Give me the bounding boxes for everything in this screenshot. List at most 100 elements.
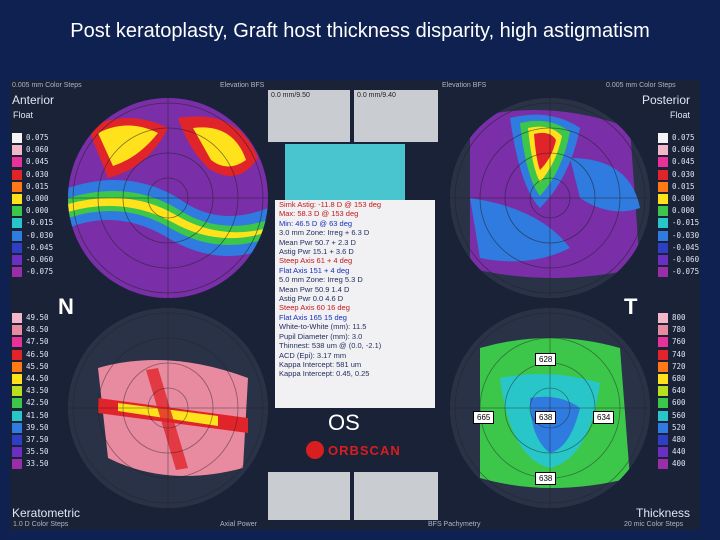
scale-swatch (12, 398, 22, 409)
stats-row: Thinnest: 538 um @ (0.0, -2.1) (279, 341, 382, 351)
scale-swatch (12, 337, 22, 348)
stats-row: Flat Axis 151 + 4 deg (279, 265, 350, 275)
stats-row: 3.0 mm Zone: Irreg + 6.3 D (279, 228, 370, 238)
scale-swatch (12, 254, 22, 265)
scale-row: 780 (658, 324, 700, 336)
cyan-preview (285, 144, 405, 204)
scale-value: 0.045 (26, 157, 49, 167)
scale-value: -0.060 (672, 254, 700, 264)
scale-value: 0.075 (26, 133, 49, 142)
stats-row: Flat Axis 165 15 deg (279, 312, 347, 322)
scale-swatch (658, 313, 668, 323)
scale-value: 440 (672, 447, 686, 457)
thickness-top: 628 (535, 353, 557, 366)
scale-row: -0.045 (658, 242, 700, 254)
axial-power-label: Axial Power (220, 521, 257, 528)
scale-value: 43.50 (26, 386, 49, 396)
scale-row: 48.50 (12, 324, 62, 336)
scale-swatch (12, 373, 22, 384)
scale-swatch (12, 230, 22, 241)
scale-row: 46.50 (12, 349, 62, 361)
scale-value: 680 (672, 373, 686, 383)
scale-value: 720 (672, 361, 686, 371)
bottom-right-box (354, 472, 438, 520)
scale-row: 0.015 (12, 181, 62, 193)
scale-value: -0.030 (26, 230, 54, 240)
scale-row: 680 (658, 373, 700, 385)
scale-value: 35.50 (26, 447, 49, 457)
scale-value: 48.50 (26, 325, 49, 335)
posterior-elevation-map (450, 98, 650, 298)
scale-value: 41.50 (26, 410, 49, 420)
orbscan-mark-icon (306, 441, 324, 459)
scale-row: -0.075 (658, 266, 700, 278)
scale-row: 0.030 (12, 169, 62, 181)
scale-row: 740 (658, 349, 700, 361)
scale-row: 640 (658, 385, 700, 397)
scale-value: -0.060 (26, 254, 54, 264)
scale-row: 45.50 (12, 361, 62, 373)
scale-value: 49.50 (26, 313, 49, 322)
left-header-value: 0.0 mm/9.50 (271, 92, 310, 99)
scale-swatch (658, 361, 668, 372)
scale-swatch (12, 313, 22, 323)
scale-swatch (658, 133, 668, 143)
scale-swatch (658, 242, 668, 253)
keratometric-label: Keratometric (12, 506, 81, 520)
scale-row: 44.50 (12, 373, 62, 385)
stats-row: Min: 46.5 D @ 63 deg (279, 218, 353, 228)
scale-row: -0.015 (658, 217, 700, 229)
scale-value: -0.075 (26, 267, 54, 277)
scale-value: 0.000 (672, 206, 695, 216)
scale-value: -0.075 (672, 267, 700, 277)
scale-row: 0.000 (12, 193, 62, 205)
scale-swatch (12, 434, 22, 445)
thickness-bottom: 638 (535, 472, 557, 485)
scale-value: 400 (672, 459, 686, 469)
scale-swatch (12, 193, 22, 204)
stats-row: Max: 58.3 D @ 153 deg (279, 209, 359, 219)
scale-row: 0.060 (12, 144, 62, 156)
scale-value: 640 (672, 386, 686, 396)
thickness-caption: 20 mic Color Steps (624, 521, 684, 528)
bottom-left-box (268, 472, 350, 520)
posterior-float: Float (670, 110, 691, 120)
stats-row: Pupil Diameter (mm): 3.0 (279, 331, 363, 341)
anterior-float: Float (13, 110, 34, 120)
scale-swatch (658, 349, 668, 360)
stats-row: White-to-White (mm): 11.5 (279, 322, 367, 332)
scale-row: 43.50 (12, 385, 62, 397)
scale-swatch (658, 373, 668, 384)
eye-label: OS (328, 410, 360, 435)
anterior-color-scale: 0.075 0.060 0.045 0.030 0.015 0.000 0.000 -0.01… (12, 132, 62, 278)
left-header-box: 0.0 mm/9.50 (268, 90, 350, 142)
stats-row: Simk Astig: -11.8 D @ 153 deg (279, 200, 382, 209)
scale-swatch (658, 218, 668, 229)
posterior-color-scale: 0.075 0.060 0.045 0.030 0.015 0.000 0.000 -0.01… (658, 132, 700, 278)
thickness-center: 638 (535, 411, 557, 424)
slide-title: Post keratoplasty, Graft host thickness … (70, 20, 650, 42)
scale-value: 0.000 (26, 206, 49, 216)
scale-swatch (12, 145, 22, 156)
scale-row: 720 (658, 361, 700, 373)
keratometric-color-scale: 49.50 48.50 47.50 46.50 45.50 44.50 43.50 42.50… (12, 312, 62, 470)
scale-swatch (658, 145, 668, 156)
stats-row: Steep Axis 60 16 deg (279, 303, 350, 313)
stats-row: Mean Pwr 50.9 1.4 D (279, 284, 350, 294)
thickness-color-scale: 800 780 760 740 720 680 640 600 560 520 480 440 400 (658, 312, 700, 470)
thickness-label: Thickness (636, 506, 691, 520)
scale-value: -0.045 (672, 242, 700, 252)
scale-value: 47.50 (26, 337, 49, 347)
right-header-box: 0.0 mm/9.40 (354, 90, 438, 142)
scale-swatch (12, 206, 22, 217)
scale-row: 0.060 (658, 144, 700, 156)
scale-value: -0.015 (26, 218, 54, 228)
right-header-value: 0.0 mm/9.40 (357, 92, 396, 99)
scale-swatch (12, 349, 22, 360)
scale-swatch (12, 410, 22, 421)
scale-value: 0.015 (672, 181, 695, 191)
anterior-caption: 0.005 mm Color Steps (12, 82, 82, 89)
scale-row: 42.50 (12, 397, 62, 409)
scale-swatch (658, 337, 668, 348)
scale-row: -0.060 (12, 254, 62, 266)
